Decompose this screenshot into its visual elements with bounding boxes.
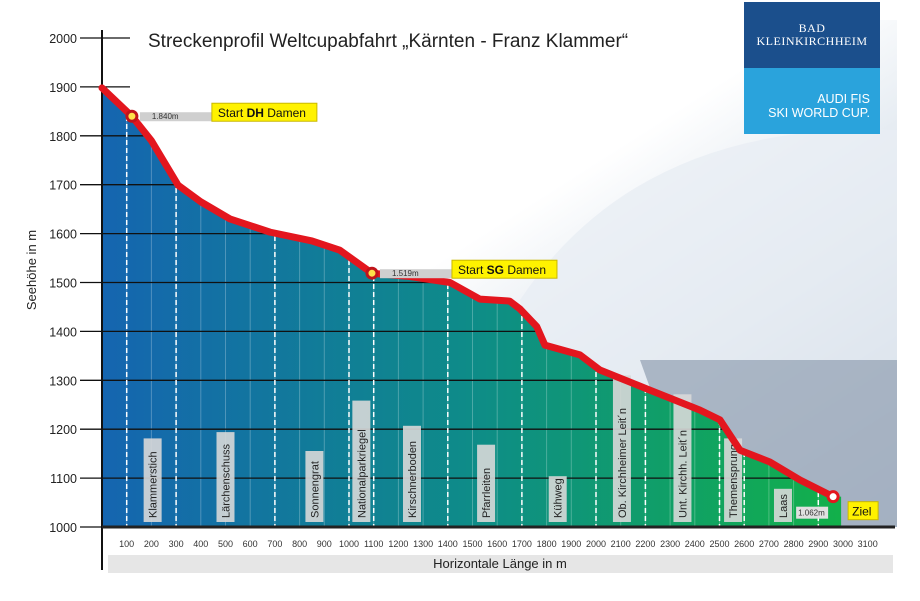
x-tick-label: 2800 [784,539,804,549]
section-label: Kühweg [553,478,565,518]
x-tick-label: 2500 [709,539,729,549]
x-tick-label: 3100 [858,539,878,549]
y-tick-label: 1000 [49,521,77,535]
y-tick-label: 1600 [49,228,77,242]
y-tick-label: 1400 [49,325,77,339]
x-tick-label: 800 [292,539,307,549]
marker-leader [796,506,829,519]
section-label: Unt. Kirchh. Leit´n [677,430,689,518]
section-label-box [305,451,324,522]
marker-altitude: 1.840m [152,112,179,121]
marker-label-box [847,501,879,521]
x-tick-label: 2900 [808,539,828,549]
x-tick-label: 500 [218,539,233,549]
x-tick-label: 1100 [364,539,383,549]
section-label: Kirschnerboden [407,441,419,518]
marker-label-part: DH [247,106,264,120]
marker-label: Start DH Damen [218,106,306,120]
section-label-box [402,425,421,522]
marker-altitude: 1.519m [392,269,419,278]
marker-label-part: Start [458,263,487,277]
marker-point [826,490,840,504]
profile-line [98,84,837,501]
marker-label-box [211,102,318,122]
x-tick-label: 2600 [734,539,754,549]
section-label: Sonnengrat [309,461,321,518]
x-axis-title-bar [108,555,893,573]
x-tick-label: 1700 [512,539,532,549]
x-tick-label: 300 [169,539,184,549]
marker-altitude: 1.062m [798,509,825,518]
section-label: Lärchenschuss [221,444,233,518]
logo-world-cup: AUDI FIS SKI WORLD CUP. [744,68,880,134]
section-label-box [216,432,235,522]
y-tick-label: 1800 [49,130,77,144]
section-label-box [673,394,692,522]
section-label-box [724,438,743,522]
x-tick-label: 700 [267,539,282,549]
x-axis-title: Horizontale Länge in m [433,556,567,571]
section-label-box [612,375,631,522]
y-tick-label: 1500 [49,277,77,291]
section-label-box [548,476,567,522]
marker-point [365,266,379,280]
marker-label-part: Damen [264,106,306,120]
x-tick-label: 1500 [462,539,482,549]
x-tick-label: 2400 [685,539,705,549]
y-tick-label: 1200 [49,423,77,437]
y-tick-label: 1900 [49,81,77,95]
section-label-box [773,488,792,522]
section-label: Pfarrleiten [481,468,493,518]
marker-point [125,109,139,123]
x-tick-label: 200 [144,539,159,549]
x-tick-label: 900 [317,539,332,549]
marker-label-part: Damen [504,263,546,277]
x-tick-label: 1400 [438,539,458,549]
x-tick-label: 1000 [339,539,359,549]
marker-label-box [451,259,558,279]
x-tick-label: 2100 [611,539,631,549]
y-tick-label: 2000 [49,32,77,46]
x-tick-label: 400 [193,539,208,549]
x-tick-label: 1600 [487,539,507,549]
y-tick-label: 1300 [49,374,77,388]
chart-title: Streckenprofil Weltcupabfahrt „Kärnten -… [148,31,628,52]
logo-text: BAD [798,21,826,35]
x-tick-label: 1900 [561,539,581,549]
logo-text: KLEINKIRCHHEIM [756,34,868,48]
section-label: Laas [778,494,790,518]
x-tick-label: 1800 [537,539,557,549]
x-tick-label: 100 [119,539,134,549]
y-tick-label: 1700 [49,179,77,193]
section-label: Themensprung [728,444,740,518]
marker-label: Start SG Damen [458,263,546,277]
x-tick-label: 2700 [759,539,779,549]
x-tick-label: 2200 [635,539,655,549]
y-axis-title: Seehöhe in m [24,230,39,310]
section-label: Nationalparkriegel [356,429,368,518]
logo: BAD KLEINKIRCHHEIM AUDI FIS SKI WORLD CU… [744,2,880,134]
x-tick-label: 2000 [586,539,606,549]
marker-label: Ziel [852,505,871,519]
x-tick-label: 3000 [833,539,853,549]
profile-area-fill [102,87,842,528]
section-label-box [477,444,496,522]
marker-label-part: SG [487,263,504,277]
x-tick-label: 600 [243,539,258,549]
section-label-box [143,438,162,522]
logo-bad-kleinkirchheim: BAD KLEINKIRCHHEIM [744,2,880,68]
logo-text: AUDI FIS [817,92,870,106]
logo-text: SKI WORLD CUP. [768,106,870,120]
section-label-box [352,400,371,522]
marker-label-part: Start [218,106,247,120]
x-tick-label: 1200 [388,539,408,549]
x-tick-label: 2300 [660,539,680,549]
y-tick-label: 1100 [50,472,77,486]
x-tick-label: 1300 [413,539,433,549]
section-label: Klammerstich [148,451,160,518]
section-label: Ob. Kirchheimer Leit´n [617,408,629,518]
